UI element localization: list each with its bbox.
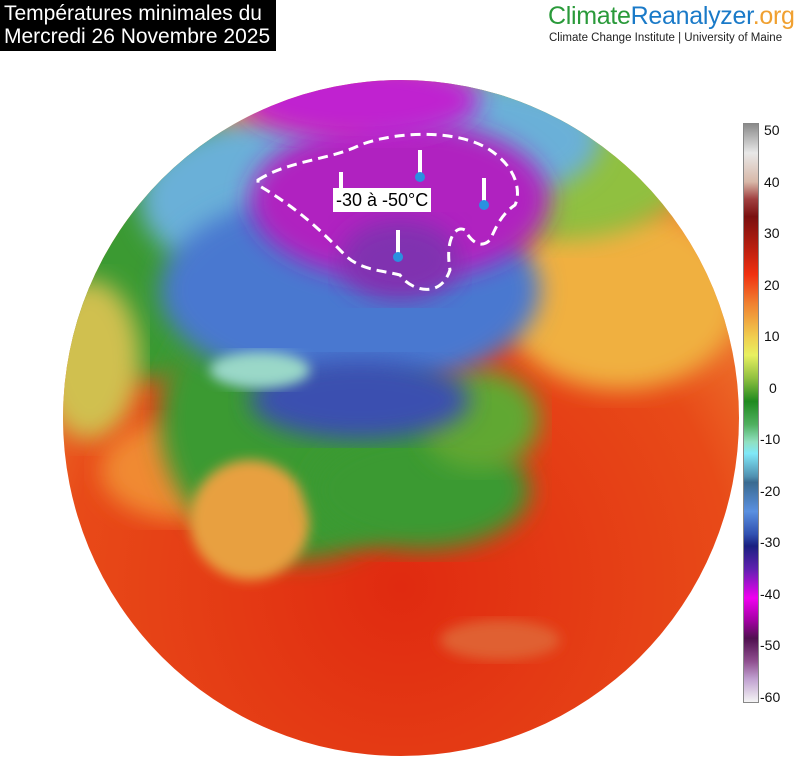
logo-part-1: Climate xyxy=(548,2,631,30)
colorbar-tick-label: -30 xyxy=(760,534,781,550)
colorbar-tick-label: 0 xyxy=(769,379,777,396)
logo-part-3: .org xyxy=(752,2,795,30)
thermometer-icon xyxy=(479,178,489,210)
title-line-1: Températures minimales du xyxy=(4,2,262,25)
colorbar-tick-label: 40 xyxy=(764,173,780,190)
logo-part-2: Reanalyzer xyxy=(630,2,753,30)
title-line-2: Mercredi 26 Novembre 2025 xyxy=(4,25,271,48)
climate-reanalyzer-logo: ClimateReanalyzer.org Climate Change Ins… xyxy=(548,2,798,44)
colorbar-tick-label: -10 xyxy=(760,431,781,447)
colorbar-tick-label: 20 xyxy=(764,276,780,293)
colorbar xyxy=(743,123,759,703)
colorbar-tick-label: -40 xyxy=(760,585,781,602)
cold-zone-outline xyxy=(256,132,519,291)
logo-subtitle: Climate Change Institute | University of… xyxy=(549,32,783,44)
colorbar-tick-label: -60 xyxy=(760,688,781,705)
colorbar-tick-label: -50 xyxy=(760,637,781,653)
colorbar-tick-label: 30 xyxy=(764,225,780,241)
thermometer-icon xyxy=(415,150,425,182)
colorbar-tick-label: -20 xyxy=(760,482,781,499)
colorbar-tick-label: 50 xyxy=(764,122,780,138)
cold-zone-label: -30 à -50°C xyxy=(333,188,432,212)
colorbar-tick-label: 10 xyxy=(764,328,780,344)
page-title: Températures minimales du Mercredi 26 No… xyxy=(0,0,277,51)
thermometer-icon xyxy=(393,230,403,262)
